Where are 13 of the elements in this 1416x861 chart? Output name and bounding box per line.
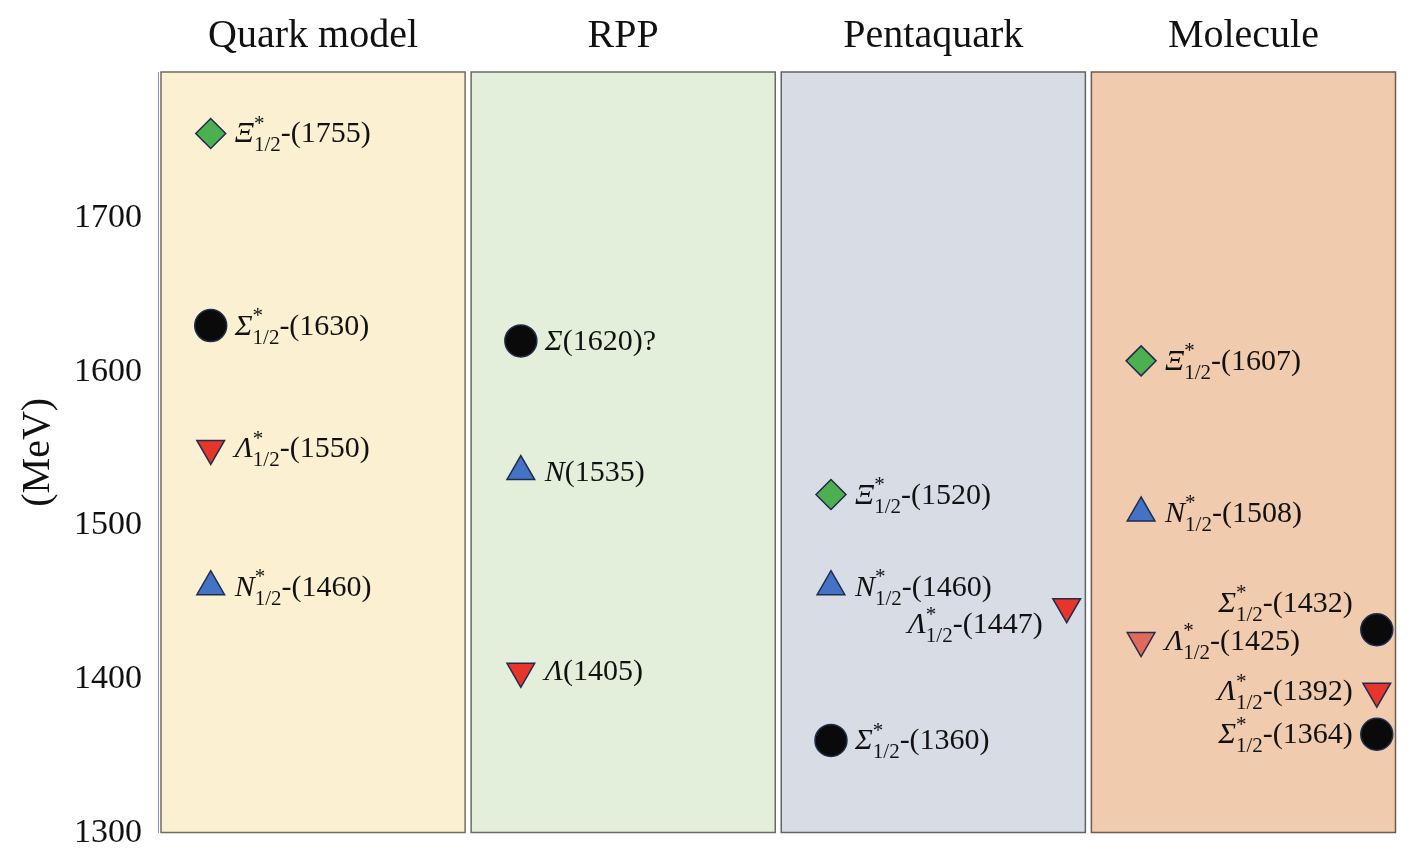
x-tick-label: RPP	[587, 10, 659, 56]
data-label: Σ(1620)?	[543, 322, 656, 357]
x-tick-label: Quark model	[208, 10, 419, 56]
y-axis-title: (MeV)	[12, 397, 58, 507]
y-tick-label: 1500	[74, 504, 142, 542]
x-tick-label: Pentaquark	[843, 10, 1024, 56]
data-label: Λ(1405)	[541, 653, 643, 688]
data-label: N(1535)	[543, 453, 645, 488]
y-tick-label: 1600	[74, 350, 142, 388]
y-tick-label: 1400	[74, 657, 142, 695]
y-tick-label: 1300	[74, 811, 142, 849]
x-tick-label: Molecule	[1167, 10, 1319, 56]
y-tick-label: 1700	[74, 196, 142, 234]
